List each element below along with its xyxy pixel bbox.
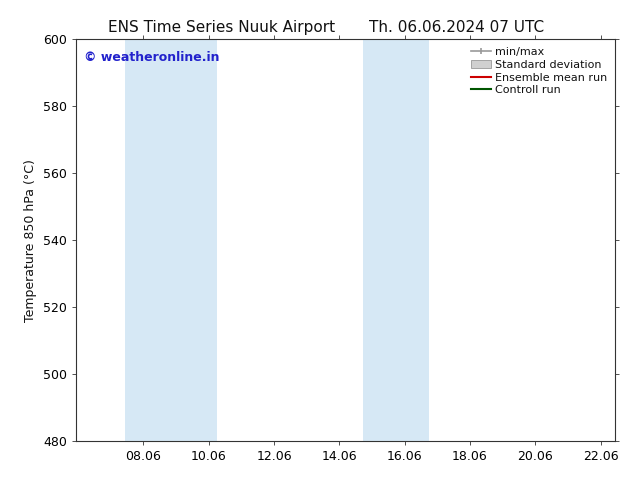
Text: Th. 06.06.2024 07 UTC: Th. 06.06.2024 07 UTC <box>369 20 544 35</box>
Y-axis label: Temperature 850 hPa (°C): Temperature 850 hPa (°C) <box>25 159 37 321</box>
Bar <box>125 39 217 441</box>
Text: ENS Time Series Nuuk Airport: ENS Time Series Nuuk Airport <box>108 20 335 35</box>
Legend: min/max, Standard deviation, Ensemble mean run, Controll run: min/max, Standard deviation, Ensemble me… <box>469 45 609 98</box>
Bar <box>363 39 429 441</box>
Text: © weatheronline.in: © weatheronline.in <box>84 51 219 64</box>
